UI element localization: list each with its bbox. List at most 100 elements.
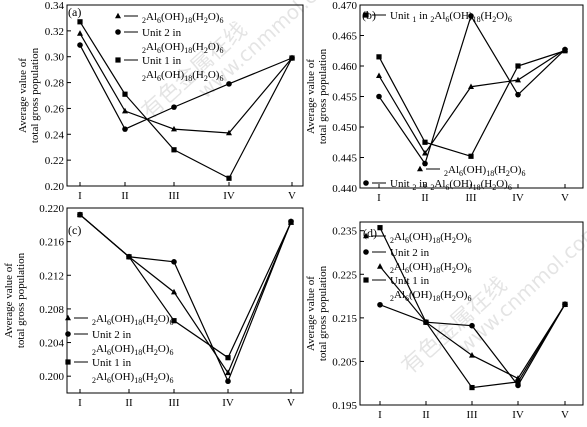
y-tick-label: 0.208 (39, 304, 64, 316)
y-axis-label: Average value of (305, 276, 317, 351)
data-point (468, 153, 474, 159)
y-tick-label: 0.212 (39, 270, 64, 282)
legend-marker (363, 12, 369, 18)
y-axis-label: total gross population (15, 252, 27, 348)
data-point (171, 288, 177, 295)
x-tick-label: I (78, 397, 82, 409)
x-tick-label: III (169, 397, 180, 409)
legend-marker (363, 180, 369, 186)
y-tick-label: 0.22 (45, 155, 64, 167)
data-point (122, 107, 128, 114)
legend-label: Unit 2 in (390, 247, 430, 259)
data-point (376, 72, 382, 79)
y-tick-label: 0.460 (332, 61, 357, 73)
x-tick-label: II (125, 397, 133, 409)
data-point (126, 254, 132, 260)
data-point (515, 379, 521, 385)
data-point (469, 352, 475, 358)
legend-label: 2Al6(OH)18(H2O)6 (92, 343, 173, 357)
data-point (225, 369, 231, 376)
legend-label: Unit 2 in (142, 27, 182, 39)
chart-panel: 0.200.220.240.260.280.300.320.34I II III IV… (17, 0, 304, 202)
data-point (469, 322, 475, 329)
data-point (225, 355, 231, 361)
legend-label: Unit 1 in (390, 275, 430, 287)
data-point (376, 93, 382, 100)
legend-marker (65, 314, 71, 321)
data-point (423, 319, 429, 325)
data-point (422, 149, 428, 156)
panel-label: (c) (68, 223, 81, 237)
data-point (562, 301, 568, 307)
y-tick-label: 0.200 (39, 371, 64, 383)
data-point (515, 91, 521, 98)
legend-label: Unit 1 in (142, 55, 182, 67)
x-tick-label: II (121, 190, 129, 202)
legend: Unit 1 in 2Al6(OH)18(H2O)6 2Al6(OH)18(H2O… (363, 10, 525, 192)
legend-marker (363, 277, 369, 283)
x-tick-label: III (467, 409, 478, 421)
y-tick-label: 0.445 (332, 153, 357, 165)
data-point (377, 225, 383, 231)
x-tick-label: I (377, 192, 381, 204)
y-tick-label: 0.470 (332, 0, 357, 12)
x-tick-label: IV (512, 409, 524, 421)
data-point (171, 147, 177, 153)
watermark-latin: www.cnmmol.com (453, 218, 587, 358)
y-tick-label: 0.32 (45, 26, 64, 38)
legend-marker (417, 165, 423, 172)
data-point (171, 125, 177, 132)
data-point (77, 19, 83, 25)
data-point (468, 83, 474, 90)
x-tick-label: V (287, 397, 295, 409)
x-tick-label: III (466, 192, 477, 204)
data-point (226, 129, 232, 136)
y-tick-label: 0.220 (39, 203, 64, 215)
x-tick-label: V (561, 192, 569, 204)
legend-label: 2Al6(OH)18(H2O)6 (142, 11, 223, 25)
legend-label: Unit 2 in 2Al6(OH)18(H2O)6 (390, 178, 512, 192)
y-tick-label: 0.204 (39, 338, 64, 350)
data-point (77, 30, 83, 36)
y-tick-label: 0.450 (332, 122, 357, 134)
y-tick-label: 0.28 (45, 78, 65, 90)
y-axis-label: Average value of (17, 58, 29, 133)
y-tick-label: 0.195 (332, 400, 357, 412)
y-tick-label: 0.30 (45, 52, 65, 64)
data-point (77, 212, 83, 218)
x-tick-label: V (288, 190, 296, 202)
y-axis-label: total gross population (317, 48, 329, 144)
x-tick-label: III (169, 190, 180, 202)
legend-marker (115, 12, 121, 19)
y-tick-label: 0.20 (45, 181, 65, 193)
legend-label: 2Al6(OH)18(H2O)6 (390, 231, 471, 245)
data-point (225, 378, 231, 385)
x-tick-label: IV (222, 397, 234, 409)
plot-frame (66, 207, 304, 394)
legend: 2Al6(OH)18(H2O)6 Unit 2 in 2Al6(OH)18(H2O)… (115, 11, 223, 83)
legend: 2Al6(OH)18(H2O)6 Unit 2 in 2Al6(OH)18(H2O)… (65, 313, 173, 385)
legend-label: Unit 2 in (92, 329, 132, 341)
plot-frame (66, 4, 304, 187)
y-axis-label: total gross population (317, 265, 329, 361)
legend-marker (65, 331, 71, 337)
y-tick-label: 0.465 (332, 31, 357, 43)
legend-label: 2Al6(OH)18(H2O)6 (390, 289, 471, 303)
legend-label: 2Al6(OH)18(H2O)6 (390, 261, 471, 275)
legend-marker (115, 29, 121, 35)
x-tick-label: II (422, 409, 430, 421)
y-axis-label: Average value of (305, 59, 317, 134)
data-point (515, 76, 521, 83)
data-point (171, 104, 177, 110)
data-point (422, 139, 428, 145)
x-tick-label: V (561, 409, 569, 421)
panel-label: (a) (68, 5, 81, 19)
y-tick-label: 0.225 (332, 269, 357, 281)
y-tick-label: 0.216 (39, 237, 64, 249)
legend-label: Unit 1 in (92, 357, 132, 369)
data-point (469, 384, 475, 391)
series-line (378, 50, 566, 157)
